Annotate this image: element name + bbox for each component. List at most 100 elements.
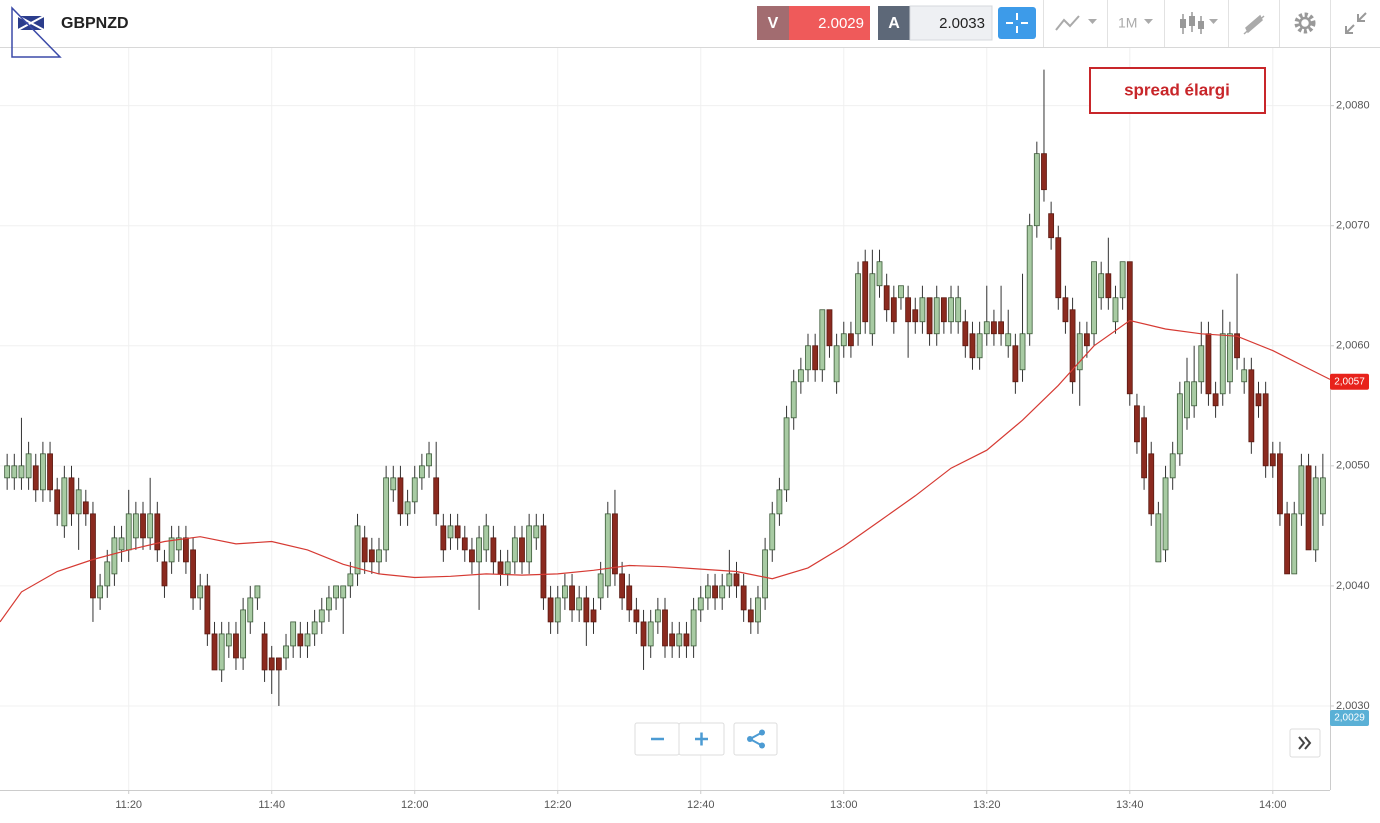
candle-body: [647, 621, 654, 647]
candle-body: [183, 537, 189, 563]
crosshair-icon: [1006, 13, 1028, 33]
candle-body: [991, 321, 997, 335]
sell-label-box[interactable]: [757, 6, 789, 40]
x-tick-label: 13:40: [1116, 799, 1144, 811]
candle-body: [769, 513, 776, 551]
candle-body: [268, 657, 275, 671]
x-tick-label: 12:00: [401, 799, 429, 811]
candle-body: [561, 585, 568, 599]
price-label-box: [1330, 709, 1369, 726]
candle-body: [962, 321, 969, 347]
candle-body: [1176, 393, 1183, 455]
share-icon: [759, 729, 765, 736]
candle-body: [755, 597, 761, 623]
candle-body: [1083, 333, 1090, 347]
candle-body: [633, 609, 640, 623]
candle-body: [368, 549, 375, 563]
symbol: GBPNZD: [61, 15, 129, 32]
settings-icon[interactable]: [1294, 12, 1316, 34]
grid: [0, 48, 1330, 790]
sell-price-box[interactable]: [789, 6, 870, 40]
candle-body: [40, 453, 46, 491]
candle-body: [554, 597, 561, 623]
candle-body: [1319, 477, 1326, 515]
candle-body: [233, 633, 239, 659]
candle-body: [1076, 333, 1083, 371]
candle-body: [454, 525, 461, 539]
dropdown-arrow: [1209, 19, 1218, 24]
candle-body: [61, 477, 68, 527]
candle-body: [740, 585, 747, 611]
candle-body: [397, 477, 404, 515]
candle-body: [998, 321, 1004, 335]
candle-body: [1005, 333, 1012, 347]
candle-body: [590, 609, 597, 623]
candle-body: [354, 525, 361, 575]
candle-body: [168, 537, 175, 563]
candle-body: [25, 453, 32, 479]
share-button[interactable]: [733, 722, 778, 756]
candle-body: [654, 609, 661, 623]
x-tick-label: 13:00: [830, 799, 858, 811]
candle-body: [404, 501, 411, 515]
timeframe[interactable]: 1M: [1118, 15, 1137, 31]
candle-body: [747, 609, 754, 623]
crosshair-button[interactable]: [998, 7, 1036, 39]
candle-body: [140, 513, 146, 539]
candle-body: [1033, 153, 1040, 227]
indicator-icon[interactable]: [1055, 15, 1080, 31]
toolbar: GBPNZD V 2.0029 A 2.0033 1M: [0, 0, 1380, 58]
draw-icon[interactable]: [1243, 14, 1265, 35]
candle-body: [905, 297, 912, 323]
candle-body: [940, 297, 947, 323]
candle-body: [111, 537, 118, 575]
candle-body: [361, 537, 368, 563]
candle-body: [1269, 453, 1276, 467]
candle-body: [1277, 453, 1283, 515]
candle-body: [1155, 513, 1162, 563]
candle-body: [976, 333, 983, 359]
candle-body: [197, 585, 204, 599]
x-tick-label: 11:40: [258, 799, 285, 811]
candle-body: [969, 333, 976, 359]
candle-body: [919, 297, 926, 323]
buy-label-box[interactable]: [878, 6, 910, 40]
candle-body: [926, 297, 933, 335]
candle-body: [97, 585, 104, 599]
candle-body: [583, 597, 590, 623]
price-label: 2,0029: [1334, 713, 1365, 724]
candle-body: [812, 345, 819, 371]
candle-body: [1098, 273, 1105, 299]
candle-body: [604, 513, 611, 587]
candle-body: [240, 609, 247, 659]
candle-body: [18, 465, 25, 479]
sell-label: V: [768, 15, 779, 32]
chart-type-icon: [1189, 16, 1195, 26]
candle-body: [161, 561, 168, 587]
candle-body: [869, 273, 876, 335]
candle-body: [533, 525, 540, 539]
candle-body: [104, 561, 111, 587]
candle-body: [776, 489, 783, 515]
candle-body: [68, 477, 75, 515]
candle-body: [483, 525, 490, 551]
candle-body: [597, 573, 604, 599]
candle-body: [890, 297, 897, 323]
candle-body: [819, 309, 826, 371]
candle-body: [1241, 369, 1248, 383]
candle-body: [1312, 477, 1319, 551]
candle-body: [840, 333, 847, 347]
candle-body: [1012, 345, 1019, 383]
candle-body: [190, 549, 196, 599]
moving-average: [0, 319, 1331, 623]
y-tick-label: 2,0070: [1336, 220, 1370, 232]
candle-body: [90, 513, 96, 599]
annotation: spread élargi: [1124, 80, 1230, 99]
candle-body: [340, 585, 347, 599]
candle-body: [912, 309, 919, 323]
collapse-icon[interactable]: [1345, 12, 1367, 34]
candle-body: [733, 573, 740, 587]
candle-body: [1169, 453, 1176, 479]
candle-body: [54, 489, 61, 515]
buy-price-box[interactable]: [909, 5, 993, 41]
